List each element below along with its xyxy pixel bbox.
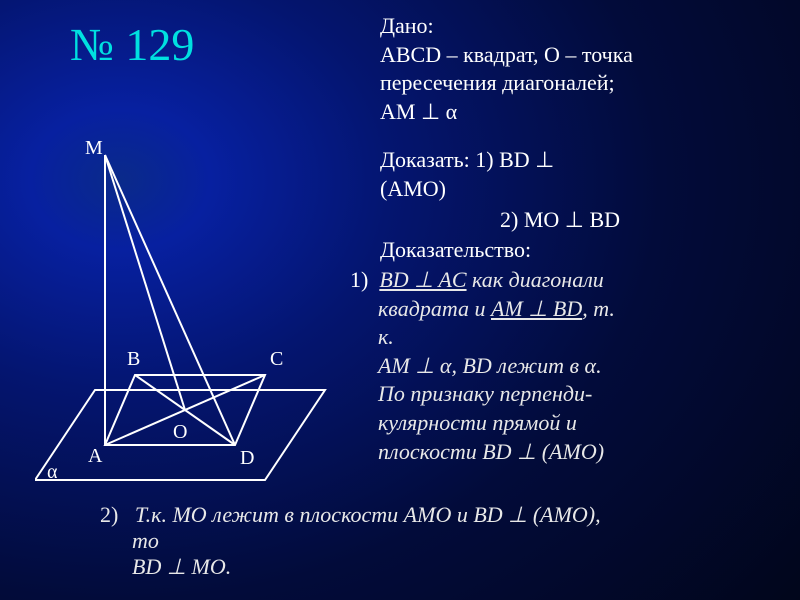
problem-number: № 129 xyxy=(70,18,194,71)
proof-step1g: плоскости BD ⊥ (АМО) xyxy=(378,439,604,464)
proof2-line2: то xyxy=(132,528,159,553)
proof-am-bd: AM ⊥ BD xyxy=(491,296,582,321)
label-d: D xyxy=(240,447,254,469)
label-a: A xyxy=(88,445,103,467)
proof-step1a-tail: как диагонали xyxy=(467,267,604,292)
prove-line1: (АМО) xyxy=(380,176,446,201)
proof2-line1: Т.к. МО лежит в плоскости АМО и BD ⊥ (АМ… xyxy=(135,502,601,527)
geometry-diagram: M A B C D O α xyxy=(35,140,375,500)
prove-heading: Доказать: 1) BD ⊥ xyxy=(380,147,554,172)
given-block: Дано: ABCD – квадрат, О – точка пересече… xyxy=(380,12,780,126)
label-c: C xyxy=(270,348,283,370)
segment-mo xyxy=(105,155,185,410)
proof-heading: Доказательство: xyxy=(380,236,780,265)
prove-block: Доказать: 1) BD ⊥ (АМО) xyxy=(380,146,780,203)
given-line3: АМ ⊥ α xyxy=(380,99,457,124)
proof-step2: 2) Т.к. МО лежит в плоскости АМО и BD ⊥ … xyxy=(100,502,740,580)
label-b: B xyxy=(127,348,140,370)
proof-bd-ac: BD ⊥ AC xyxy=(379,267,466,292)
proof2-line3: BD ⊥ MO. xyxy=(132,554,231,579)
given-line1: ABCD – квадрат, О – точка xyxy=(380,42,633,67)
proof-step1e: По признаку перпенди- xyxy=(378,381,592,406)
label-alpha: α xyxy=(47,461,58,483)
proof-step1b-tail: , т. xyxy=(582,296,615,321)
label-o: O xyxy=(173,421,187,443)
proof2-num: 2) xyxy=(100,502,118,527)
proof-step1d: AM ⊥ α, BD лежит в α. xyxy=(378,353,602,378)
prove-line2: 2) МО ⊥ BD xyxy=(500,206,780,235)
given-heading: Дано: xyxy=(380,13,434,38)
label-m: M xyxy=(85,140,103,159)
proof-step1b-pre: квадрата и xyxy=(378,296,491,321)
proof-step1c: к. xyxy=(378,324,394,349)
given-line2: пересечения диагоналей; xyxy=(380,70,615,95)
proof-step1: 1) BD ⊥ AC как диагонали квадрата и AM ⊥… xyxy=(350,266,780,466)
proof-step1f: кулярности прямой и xyxy=(378,410,577,435)
